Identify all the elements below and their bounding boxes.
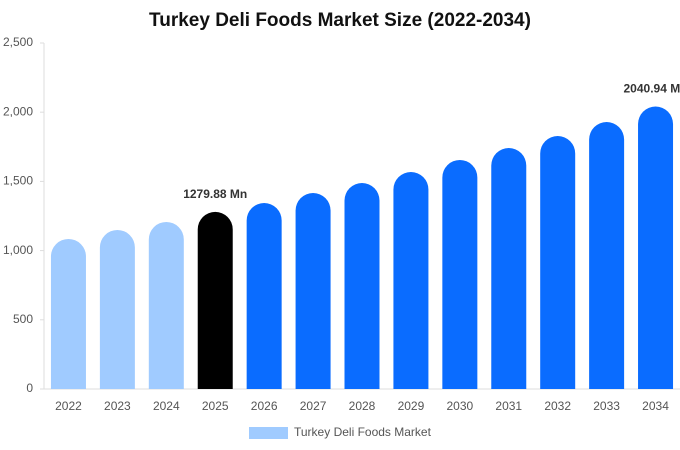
data-label: 2040.94 Mn <box>624 82 680 96</box>
x-tick-label: 2022 <box>55 399 82 413</box>
y-tick-label: 1,000 <box>3 243 33 257</box>
bar <box>393 171 429 389</box>
x-tick-label: 2029 <box>398 399 425 413</box>
x-tick-label: 2030 <box>446 399 473 413</box>
bar <box>295 193 331 389</box>
bar <box>197 211 233 389</box>
x-tick-label: 2027 <box>300 399 327 413</box>
bar <box>589 122 625 389</box>
x-tick-label: 2033 <box>593 399 620 413</box>
y-tick-label: 1,500 <box>3 174 33 188</box>
y-tick-label: 500 <box>13 312 33 326</box>
legend-label: Turkey Deli Foods Market <box>294 425 432 439</box>
x-tick-label: 2032 <box>544 399 571 413</box>
chart-title: Turkey Deli Foods Market Size (2022-2034… <box>149 10 531 31</box>
bar <box>99 229 135 389</box>
bar <box>246 202 282 389</box>
x-tick-label: 2024 <box>153 399 180 413</box>
bar <box>442 159 478 389</box>
x-tick-label: 2026 <box>251 399 278 413</box>
bar <box>638 106 674 389</box>
bar <box>491 148 527 389</box>
x-tick-label: 2025 <box>202 399 229 413</box>
bar <box>148 221 184 389</box>
bar <box>540 136 576 389</box>
data-label: 1279.88 Mn <box>183 187 247 201</box>
y-tick-label: 2,000 <box>3 104 33 118</box>
x-tick-label: 2028 <box>349 399 376 413</box>
x-tick-label: 2031 <box>495 399 522 413</box>
y-tick-label: 0 <box>26 381 33 395</box>
legend-swatch <box>249 427 288 439</box>
bar <box>344 183 380 389</box>
x-tick-label: 2023 <box>104 399 131 413</box>
y-tick-label: 2,500 <box>3 35 33 49</box>
bar <box>50 238 86 389</box>
x-tick-label: 2034 <box>642 399 669 413</box>
